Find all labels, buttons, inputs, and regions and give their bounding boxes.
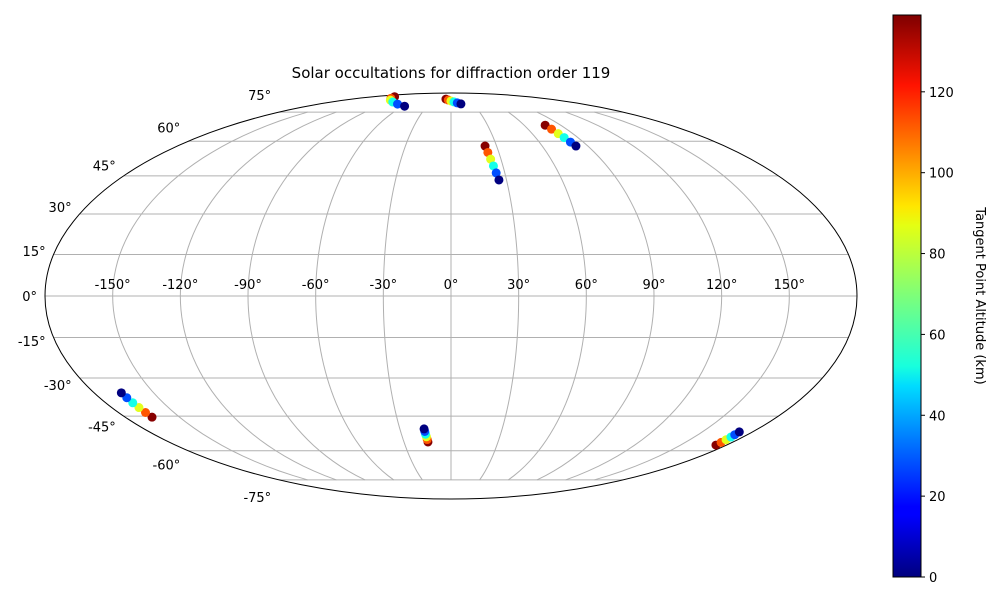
x-tick-label: -150° [95, 278, 131, 293]
point [559, 133, 569, 143]
colorbar-axis: 0 20 40 60 80 100 120 [921, 86, 954, 586]
chart-title: Solar occultations for diffraction order… [292, 64, 611, 82]
grid-line [507, 111, 587, 481]
y-tick-label: 0° [22, 290, 37, 305]
point [456, 99, 466, 109]
x-tick-label: -60° [302, 278, 330, 293]
x-tick-label: 30° [507, 278, 530, 293]
y-tick-label: -75° [243, 491, 271, 506]
grid-line [179, 111, 337, 481]
colorbar-tick-label: 80 [929, 248, 946, 263]
point [419, 424, 429, 434]
grid-line [594, 111, 790, 481]
y-tick-label: -60° [153, 459, 181, 474]
grid-line [247, 111, 366, 481]
y-tick-label: -45° [88, 421, 116, 436]
y-tick-label: -30° [44, 379, 72, 394]
graticule: -75° -60° -45° -30° -15° 0° 15° 30° 45° 60° 75° -15… [18, 89, 857, 506]
point [491, 168, 501, 178]
point [486, 154, 496, 164]
grid-line [565, 111, 723, 481]
point [571, 141, 581, 151]
grid-line [536, 111, 655, 481]
point [134, 403, 144, 413]
grid-line [112, 111, 308, 481]
y-tick-label: 75° [248, 89, 271, 104]
point [488, 161, 498, 171]
point [547, 124, 557, 134]
x-tick-label: 90° [642, 278, 665, 293]
point [734, 427, 744, 437]
point [147, 412, 157, 422]
point [140, 408, 150, 418]
colorbar-tick-label: 20 [929, 490, 946, 505]
y-tick-label: 45° [93, 159, 116, 174]
point [128, 398, 138, 408]
point [494, 175, 504, 185]
x-tick-label: -120° [162, 278, 198, 293]
map-boundary [44, 92, 858, 500]
x-tick-label: -90° [234, 278, 262, 293]
colorbar [892, 14, 922, 578]
colorbar-tick-label: 120 [929, 86, 954, 101]
y-tick-label: 60° [157, 121, 180, 136]
grid-line [479, 111, 520, 481]
grid-line [315, 111, 395, 481]
y-tick-label: 30° [49, 201, 72, 216]
y-tick-label: 15° [23, 245, 46, 260]
x-tick-label: -30° [369, 278, 397, 293]
x-tick-label: 60° [575, 278, 598, 293]
colorbar-tick-label: 40 [929, 409, 946, 424]
point [116, 388, 126, 398]
x-tick-label: 120° [706, 278, 737, 293]
point [393, 99, 403, 109]
colorbar-tick-label: 100 [929, 167, 954, 182]
points [116, 92, 744, 450]
colorbar-label: Tangent Point Altitude (km) [972, 206, 987, 384]
colorbar-tick-label: 0 [929, 571, 937, 586]
colorbar-tick-label: 60 [929, 328, 946, 343]
grid-line [382, 111, 423, 481]
point [400, 101, 410, 111]
x-tick-label: 150° [774, 278, 805, 293]
x-tick-label: 0° [444, 278, 459, 293]
y-tick-label: -15° [18, 335, 46, 350]
